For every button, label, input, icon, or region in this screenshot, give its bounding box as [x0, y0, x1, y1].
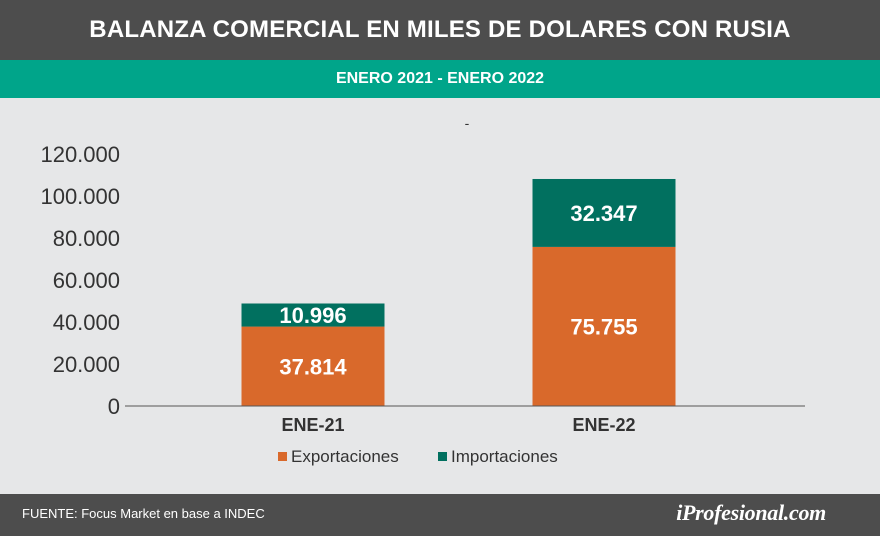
y-tick-label: 100.000 [40, 184, 120, 209]
legend-swatch-exportaciones [278, 452, 287, 461]
x-axis: ENE-21 ENE-22 [281, 415, 635, 435]
y-tick-label: 120.000 [40, 142, 120, 167]
y-tick-label: 40.000 [53, 310, 120, 335]
dash-mark: - [465, 115, 470, 131]
bar-exportaciones [532, 246, 676, 406]
x-tick-label: ENE-21 [281, 415, 344, 435]
legend: Exportaciones Importaciones [278, 447, 558, 466]
bar-importaciones [241, 303, 385, 327]
bar-value-label: 32.347 [570, 201, 637, 226]
footer-bar: FUENTE: Focus Market en base a INDEC iPr… [0, 494, 880, 536]
bar-value-label: 10.996 [279, 303, 346, 328]
stacked-bar-chart: - 0 20.000 40.000 60.000 80.000 100.000 120.00… [40, 115, 805, 466]
bar-value-label: 75.755 [570, 314, 637, 339]
y-tick-label: 60.000 [53, 268, 120, 293]
y-tick-label: 80.000 [53, 226, 120, 251]
bars-group: 37.814 10.996 75.755 32.347 [241, 178, 676, 406]
title-banner: BALANZA COMERCIAL EN MILES DE DOLARES CO… [0, 0, 880, 60]
chart-title: BALANZA COMERCIAL EN MILES DE DOLARES CO… [89, 16, 791, 43]
legend-swatch-importaciones [438, 452, 447, 461]
legend-label: Exportaciones [291, 447, 399, 466]
y-tick-label: 20.000 [53, 352, 120, 377]
chart-subtitle: ENERO 2021 - ENERO 2022 [335, 70, 545, 87]
bar-importaciones [532, 178, 676, 247]
legend-label: Importaciones [451, 447, 558, 466]
x-tick-label: ENE-22 [572, 415, 635, 435]
y-axis: 0 20.000 40.000 60.000 80.000 100.000 120.000 [40, 142, 120, 419]
subtitle-banner: ENERO 2021 - ENERO 2022 [0, 60, 880, 98]
bar-value-label: 37.814 [279, 354, 347, 379]
brand-logo: iProfesional.com [676, 500, 826, 525]
bar-exportaciones [241, 326, 385, 406]
y-tick-label: 0 [108, 394, 120, 419]
source-note: FUENTE: Focus Market en base a INDEC [22, 506, 265, 521]
